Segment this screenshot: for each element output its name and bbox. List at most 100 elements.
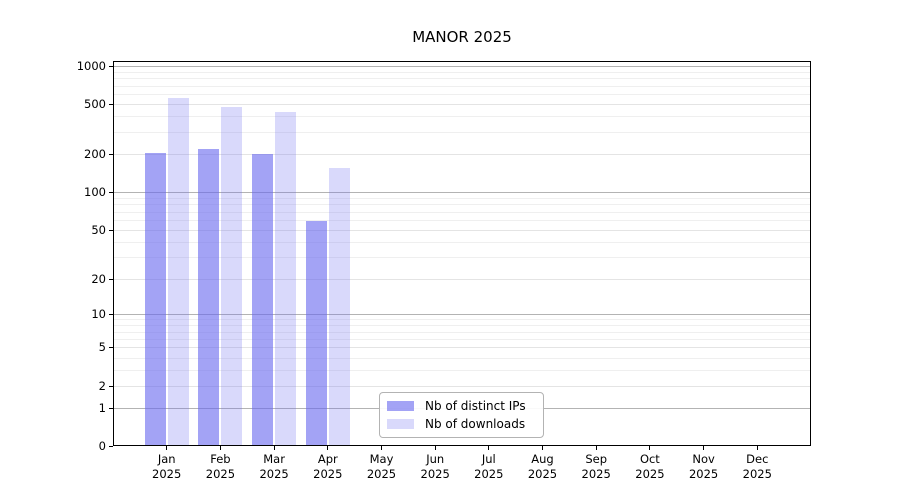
x-tick-mark-sep xyxy=(595,446,597,450)
gridline-minor xyxy=(113,94,811,96)
gridline-minor xyxy=(113,211,811,213)
x-tick-label-oct: Oct 2025 xyxy=(618,452,682,481)
gridline-minor xyxy=(113,325,811,327)
x-tick-year: 2025 xyxy=(688,466,719,481)
y-tick-label-0: 0 xyxy=(98,439,106,453)
x-tick-mark-may xyxy=(381,446,382,450)
x-tick-year: 2025 xyxy=(259,466,289,481)
y-tick-mark-2 xyxy=(109,385,113,387)
y-tick-mark-1 xyxy=(109,407,113,409)
bar-nb-of-distinct-ips-jan xyxy=(144,153,166,446)
gridline-minor xyxy=(113,71,811,73)
x-tick-year: 2025 xyxy=(581,466,611,481)
gridline-minor xyxy=(113,319,811,321)
x-tick-label-dec: Dec 2025 xyxy=(725,452,789,481)
bar-nb-of-downloads-jan xyxy=(167,97,189,446)
x-tick-label-may: May 2025 xyxy=(350,452,414,481)
gridline-minor xyxy=(113,116,811,118)
x-tick-label-aug: Aug 2025 xyxy=(511,452,575,481)
gridline-20 xyxy=(113,278,811,280)
y-tick-mark-0 xyxy=(109,446,113,447)
y-tick-label-200: 200 xyxy=(84,147,106,162)
gridline-minor xyxy=(113,78,811,80)
y-tick-label-500: 500 xyxy=(84,97,106,112)
legend-item: Nb of downloads xyxy=(387,417,535,431)
x-tick-mark-jul xyxy=(488,446,490,450)
gridline-minor xyxy=(113,85,811,87)
x-tick-label-apr: Apr 2025 xyxy=(296,452,360,481)
gridline-10 xyxy=(113,314,811,316)
gridline-2 xyxy=(113,385,811,387)
x-tick-label-feb: Feb 2025 xyxy=(188,452,252,481)
gridline-minor xyxy=(113,219,811,221)
y-tick-mark-50 xyxy=(109,229,113,231)
x-tick-year: 2025 xyxy=(474,466,504,481)
x-tick-month: Jun xyxy=(426,452,445,466)
x-tick-label-jan: Jan 2025 xyxy=(135,452,199,481)
bar-nb-of-downloads-feb xyxy=(221,106,243,446)
x-tick-month: Oct xyxy=(639,452,660,466)
x-tick-mark-dec xyxy=(756,446,758,450)
legend-label-downloads: Nb of downloads xyxy=(425,417,526,431)
y-tick-mark-1000 xyxy=(109,66,113,67)
x-tick-month: Apr xyxy=(317,452,338,466)
gridline-minor xyxy=(113,132,811,134)
x-tick-mark-jan xyxy=(166,446,168,450)
x-tick-month: Mar xyxy=(263,452,285,466)
x-tick-label-nov: Nov 2025 xyxy=(672,452,736,481)
gridline-minor xyxy=(113,357,811,359)
gridline-50 xyxy=(113,229,811,231)
plot-area: 0 1 2 5 10 20 50 100 200 500 1000 Jan 2025 Feb 2025 Mar… xyxy=(77,59,811,481)
x-tick-year: 2025 xyxy=(152,466,182,481)
x-tick-month: Aug xyxy=(531,452,554,466)
x-tick-year: 2025 xyxy=(366,466,397,481)
x-tick-label-sep: Sep 2025 xyxy=(564,452,628,481)
x-tick-label-jun: Jun 2025 xyxy=(403,452,467,481)
gridline-500 xyxy=(113,104,811,106)
y-tick-mark-20 xyxy=(109,278,113,280)
y-tick-mark-5 xyxy=(109,347,113,349)
y-tick-label-2: 2 xyxy=(98,378,106,393)
gridline-minor xyxy=(113,339,811,340)
x-tick-month: Jul xyxy=(481,452,496,466)
x-tick-mark-mar xyxy=(273,446,275,450)
x-tick-year: 2025 xyxy=(205,466,236,481)
y-tick-mark-200 xyxy=(109,154,113,156)
gridline-5 xyxy=(113,347,811,349)
x-tick-month: Jan xyxy=(157,452,176,466)
legend: Nb of distinct IPs Nb of downloads xyxy=(379,392,544,438)
x-tick-month: Dec xyxy=(746,452,769,466)
y-tick-label-1000: 1000 xyxy=(76,59,106,73)
bar-nb-of-distinct-ips-feb xyxy=(198,149,220,446)
y-tick-label-100: 100 xyxy=(84,185,106,200)
x-tick-year: 2025 xyxy=(742,466,772,481)
y-tick-label-10: 10 xyxy=(91,307,106,322)
chart-title: MANOR 2025 xyxy=(412,28,512,46)
x-tick-month: Nov xyxy=(692,452,715,466)
x-tick-year: 2025 xyxy=(420,466,450,481)
legend-swatch-distinct-ips xyxy=(387,401,414,411)
gridline-minor xyxy=(113,197,811,199)
x-tick-year: 2025 xyxy=(635,466,665,481)
gridline-minor xyxy=(113,204,811,206)
x-tick-mark-oct xyxy=(649,446,651,450)
x-tick-mark-feb xyxy=(219,446,221,450)
x-tick-label-mar: Mar 2025 xyxy=(242,452,306,481)
x-tick-mark-jun xyxy=(434,446,436,450)
y-tick-label-20: 20 xyxy=(91,271,106,286)
x-tick-mark-aug xyxy=(542,446,543,450)
x-tick-year: 2025 xyxy=(527,466,558,481)
x-tick-month: Sep xyxy=(585,452,608,466)
y-tick-label-50: 50 xyxy=(91,222,106,237)
legend-swatch-downloads xyxy=(387,419,414,429)
gridline-minor xyxy=(113,331,811,333)
gridline-minor xyxy=(113,257,811,259)
x-tick-year: 2025 xyxy=(313,466,343,481)
x-tick-label-jul: Jul 2025 xyxy=(457,452,521,481)
bar-nb-of-distinct-ips-mar xyxy=(252,154,274,446)
x-tick-month: May xyxy=(369,452,394,466)
bar-nb-of-downloads-mar xyxy=(275,111,297,446)
x-tick-mark-nov xyxy=(703,446,705,450)
gridline-minor xyxy=(113,241,811,243)
gridline-minor xyxy=(113,369,811,371)
